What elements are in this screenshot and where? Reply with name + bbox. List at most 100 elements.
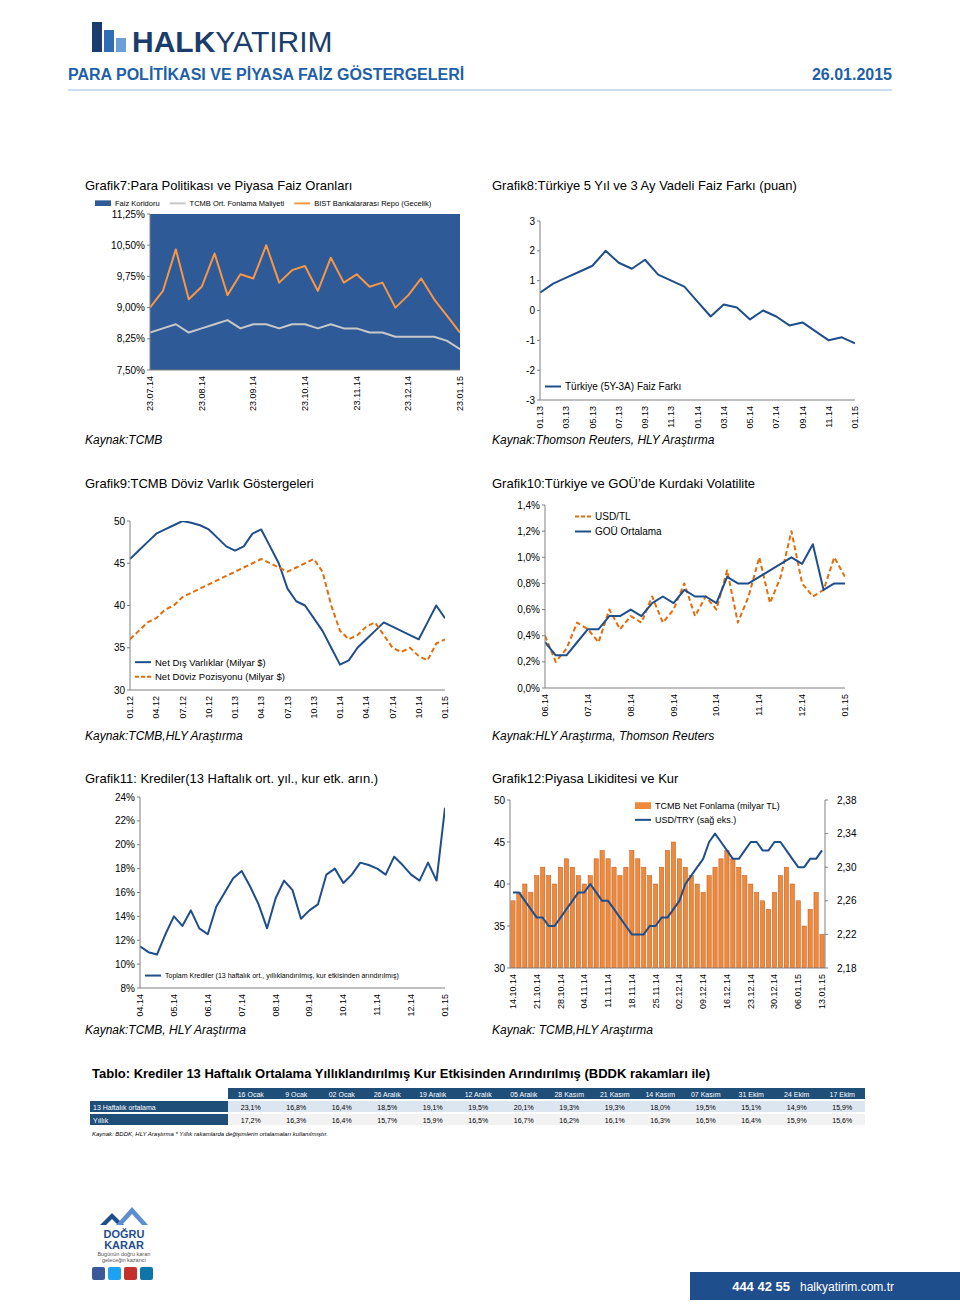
y2-tick-label: 2,26 [837,895,857,906]
table-header-cell: 28 Kasım [554,1091,584,1098]
y-tick-label: 24% [115,792,135,803]
y-tick-label: 30 [494,963,506,974]
bar [802,926,806,968]
x-tick-label: 01.15 [850,406,860,429]
footer-phone: 444 42 55 [732,1279,790,1294]
y-axis [545,505,546,688]
table-cell: 15,1% [741,1104,761,1111]
table-cell: 16,1% [605,1117,625,1124]
x-tick-label: 14.10.14 [508,974,518,1009]
bar [677,859,681,968]
x-tick-label: 07.14 [388,696,398,719]
y-tick-label: 1 [529,275,535,286]
bar [778,876,782,968]
table-header-cell: 05 Aralık [510,1091,538,1098]
y-tick-label: 0,6% [517,604,540,615]
bar [665,850,669,968]
page-title: PARA POLİTİKASI VE PİYASA FAİZ GÖSTERGEL… [68,65,464,83]
table-header-cell: 31 Ekim [739,1091,764,1098]
bar [766,909,770,968]
legend-swatch [575,531,591,533]
x-tick-label: 01.14 [693,406,703,429]
table-header-bg [228,1088,865,1099]
y-tick-label: 30 [114,685,126,696]
table-cell: 16,8% [286,1104,306,1111]
legend-label: GOÜ Ortalama [595,526,662,537]
bar [760,901,764,968]
x-axis [150,370,460,371]
legend-swatch [145,975,161,977]
x-tick-label: 25.11.14 [651,974,661,1008]
footer-logo-icon [116,1207,148,1225]
bar [701,892,705,968]
table-cell: 16,5% [468,1117,488,1124]
table-row-bg [228,1114,865,1125]
footer-logo-text: KARAR [104,1239,144,1251]
social-icon [108,1267,121,1280]
plot-area [511,834,824,968]
x-tick-label: 23.01.15 [455,376,465,411]
legend-swatch [95,200,111,206]
y-tick-label: -2 [526,365,535,376]
bar [618,876,622,968]
y-tick-label: 0,2% [517,656,540,667]
x-tick-label: 01.13 [230,696,240,719]
x-tick-label: 01.14 [335,696,345,719]
x-tick-label: 11.11.14 [603,974,613,1008]
x-tick-label: 07.14 [771,406,781,429]
plot-area [545,531,845,662]
bar [707,876,711,968]
table-cell: 15,9% [423,1117,443,1124]
chart-source: Kaynak:HLY Araştırma, Thomson Reuters [492,729,714,743]
y-tick-label: 35 [114,642,126,653]
table-cell: 16,4% [332,1104,352,1111]
chart-source: Kaynak:TCMB, HLY Araştırma [85,1023,246,1037]
x-axis [545,688,845,689]
table-header-cell: 16 Ocak [238,1091,265,1098]
table-cell: 19,5% [468,1104,488,1111]
y2-tick-label: 2,18 [837,963,857,974]
x-tick-label: 09.12.14 [698,974,708,1009]
table-cell: 18,0% [650,1104,670,1111]
x-tick-label: 11.14 [824,406,834,428]
y-tick-label: 12% [115,935,135,946]
legend-swatch [294,202,310,204]
x-tick-label: 08.14 [626,694,636,717]
bar [725,850,729,968]
table-cell: 16,3% [650,1117,670,1124]
x-tick-label: 23.09.14 [248,376,258,411]
x-tick-label: 11.14 [372,994,382,1016]
legend-swatch [575,516,591,518]
y-tick-label: 11,25% [112,209,145,220]
legend-swatch [135,661,151,663]
y-tick-label: -1 [526,335,535,346]
table-note: Kaynak: BDDK, HLY Araştırma * Yıllık rak… [92,1131,328,1137]
x-tick-label: 13.01.15 [817,974,827,1009]
table-cell: 19,3% [559,1104,579,1111]
y-tick-label: 0,8% [517,578,540,589]
table-cell: 15,9% [832,1104,852,1111]
line [540,251,855,343]
x-tick-label: 03.14 [719,406,729,429]
logo-icon [104,30,114,52]
y-tick-label: -3 [526,395,535,406]
legend-label: TCMB Ort. Fonlama Maliyeti [190,199,285,208]
table-header-cell: 12 Aralık [465,1091,493,1098]
chart-source: Kaynak:Thomson Reuters, HLY Araştırma [492,433,715,447]
table-row-label: 13 Haftalık ortalama [93,1104,156,1111]
y-tick-label: 8,25% [117,333,145,344]
bar [689,876,693,968]
table-cell: 15,7% [377,1117,397,1124]
bar [636,859,640,968]
table-row-label: Yıllık [93,1117,109,1124]
x-tick-label: 09.14 [304,994,314,1017]
y-tick-label: 16% [115,887,135,898]
x-tick-label: 03.13 [561,406,571,429]
y-tick-label: 22% [115,815,135,826]
table-header-cell: 19 Aralık [419,1091,447,1098]
table-cell: 16,2% [559,1117,579,1124]
table-cell: 16,5% [696,1117,716,1124]
footer-web: halkyatirim.com.tr [800,1280,894,1294]
legend-label: Türkiye (5Y-3A) Faiz Farkı [565,381,681,392]
bar [529,892,533,968]
